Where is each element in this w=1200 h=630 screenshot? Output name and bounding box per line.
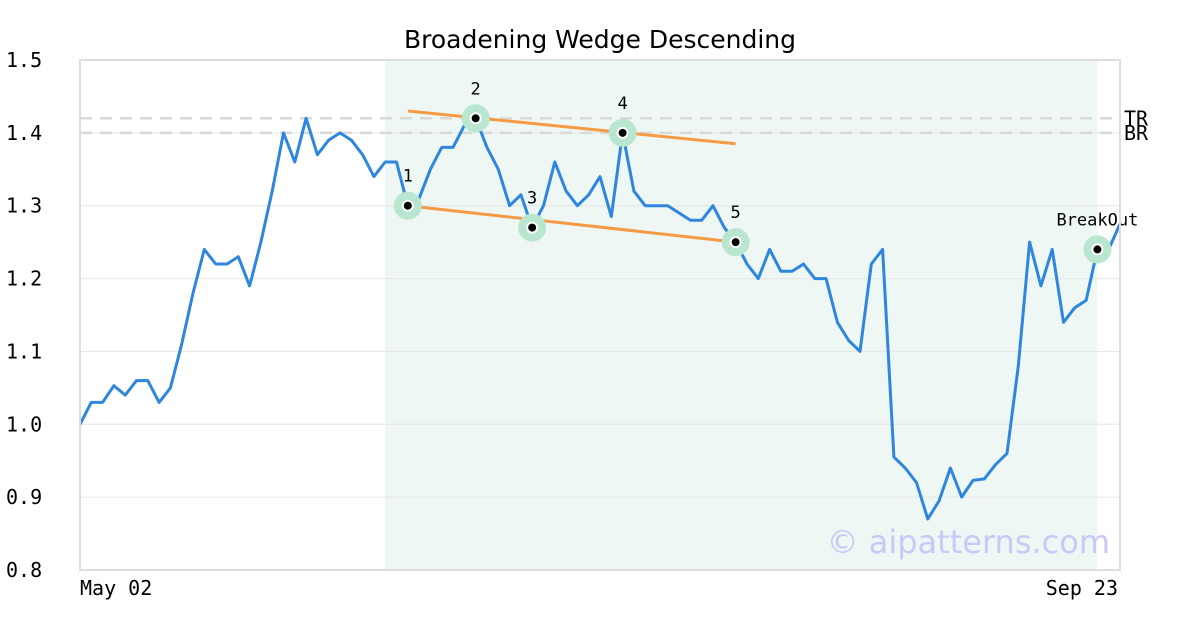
pattern-points: 1 2 3 4 5 BreakOut [393, 79, 1138, 264]
pattern-point-label: 2 [471, 79, 481, 99]
pattern-point-label: BreakOut [1056, 210, 1138, 230]
highlight-region [385, 60, 1098, 570]
trendline-lower [407, 204, 736, 244]
pattern-point-marker [401, 199, 414, 212]
reference-label-tr: TR [1124, 106, 1149, 130]
x-axis: May 02 Sep 23 [80, 576, 1118, 600]
pattern-point-marker [469, 112, 482, 125]
y-tick-label: 1.2 [6, 267, 42, 291]
y-tick-label: 1.5 [6, 48, 42, 72]
x-tick-label: Sep 23 [1046, 576, 1118, 600]
pattern-point-label: 3 [527, 189, 537, 209]
pattern-point-marker [1091, 243, 1104, 256]
y-tick-label: 1.0 [6, 412, 42, 436]
y-axis: 0.8 0.9 1.0 1.1 1.2 1.3 1.4 1.5 [6, 48, 42, 582]
pattern-point-label: 1 [403, 167, 413, 187]
x-tick-label: May 02 [80, 576, 152, 600]
reference-label-br: BR [1124, 121, 1149, 145]
pattern-point-marker [729, 236, 742, 249]
y-tick-label: 1.4 [6, 121, 42, 145]
grid [80, 59, 1120, 571]
watermark: © aipatterns.com [827, 523, 1110, 561]
y-tick-label: 0.8 [6, 558, 42, 582]
price-series-line [78, 116, 1122, 521]
pattern-point-marker [526, 221, 539, 234]
y-tick-label: 1.1 [6, 339, 42, 363]
pattern-point-label: 4 [617, 94, 627, 114]
chart-title: Broadening Wedge Descending [404, 25, 796, 54]
pattern-point-label: 5 [731, 203, 741, 223]
plot-frame [79, 59, 1121, 571]
pattern-point-marker [616, 126, 629, 139]
y-tick-label: 0.9 [6, 485, 42, 509]
y-tick-label: 1.3 [6, 194, 42, 218]
